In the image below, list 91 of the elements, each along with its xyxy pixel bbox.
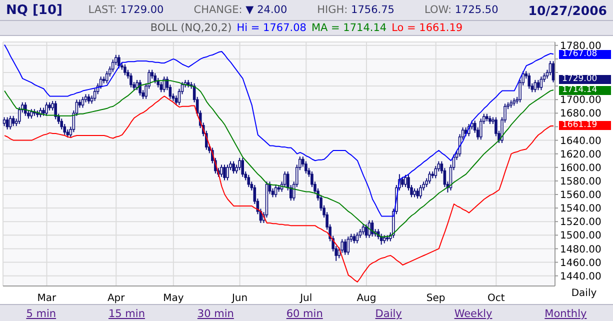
y-tick-label: 1520.00: [560, 217, 602, 228]
x-tick-label: Apr: [107, 293, 126, 304]
y-tick-label: 1620.00: [560, 149, 602, 160]
candlestick: [479, 118, 482, 140]
candlestick: [434, 166, 438, 179]
candlestick: [154, 72, 157, 84]
candlestick: [380, 233, 383, 246]
candlestick: [54, 100, 57, 120]
candlestick: [356, 232, 359, 244]
candlestick: [220, 164, 223, 178]
x-tick-label: Jun: [230, 293, 248, 304]
text: 5 min: [26, 308, 56, 320]
x-tick-label: Jul: [299, 293, 312, 304]
candlestick: [540, 76, 543, 91]
candlestick: [528, 72, 531, 90]
candlestick: [352, 233, 356, 244]
y-tick-label: 1440.00: [560, 271, 602, 282]
candlestick: [45, 102, 48, 116]
candlestick: [160, 81, 163, 93]
candlestick: [344, 238, 347, 256]
candlestick: [6, 116, 9, 130]
legend-title: BOLL (NQ,20,2): [150, 22, 232, 34]
candlestick: [223, 164, 226, 181]
candlestick: [105, 70, 108, 84]
candlestick: [428, 170, 432, 184]
text: Lo = 1661.19: [392, 22, 463, 34]
candlestick: [24, 102, 27, 116]
text: 15 min: [108, 308, 145, 320]
candlestick: [12, 115, 15, 127]
text: Weekly: [454, 308, 492, 320]
candlestick: [18, 106, 21, 125]
y-tick-label: 1700.00: [560, 95, 602, 106]
candlestick: [30, 108, 33, 120]
y-tick-label: 1580.00: [560, 176, 602, 188]
candlestick: [536, 79, 540, 91]
y-tick-label: 1680.00: [560, 108, 602, 120]
candlestick: [419, 184, 422, 200]
candlestick: [401, 176, 404, 188]
y-tick-label: 1460.00: [560, 258, 602, 269]
candlestick: [304, 160, 308, 174]
x-tick-label: Aug: [356, 293, 376, 304]
candlestick: [118, 54, 120, 69]
candlestick: [81, 96, 84, 108]
candlestick: [552, 60, 555, 83]
candlestick: [87, 94, 90, 104]
candlestick: [226, 164, 229, 181]
candlestick: [138, 79, 142, 96]
y-tick-label: 1500.00: [560, 230, 602, 242]
y-tick-label: 1640.00: [560, 136, 602, 147]
line-series: [4, 96, 554, 282]
candlestick: [156, 77, 160, 88]
candlestick: [534, 79, 537, 93]
text: 1767.08: [559, 48, 611, 59]
text: 60 min: [286, 308, 323, 320]
candlestick: [247, 174, 250, 188]
text: Monthly: [544, 308, 587, 320]
candlestick: [238, 157, 241, 171]
x-tick-label: Mar: [37, 293, 58, 304]
y-tick-label: 1540.00: [560, 204, 602, 215]
candlestick: [8, 115, 12, 130]
text: MA = 1714.14: [311, 22, 387, 34]
chart-title: NQ [10]: [6, 2, 64, 18]
x-tick-label: Oct: [488, 293, 505, 304]
candlestick: [130, 72, 132, 88]
text: LAST: 1729.00: [88, 4, 164, 16]
candlestick: [111, 59, 114, 72]
x-tick-label: Sep: [426, 293, 446, 304]
candlestick: [404, 174, 407, 188]
text: Daily: [375, 308, 402, 320]
text: HIGH: 1756.75: [317, 4, 394, 16]
text: 30 min: [197, 308, 234, 320]
candlestick: [136, 79, 138, 91]
text: Daily: [570, 288, 598, 299]
text: 10/27/2006: [528, 2, 607, 18]
text: 1661.19: [559, 120, 611, 130]
candlestick: [241, 157, 244, 178]
text: Hi = 1767.08: [236, 22, 306, 34]
candlestick: [362, 224, 365, 235]
y-tick-label: 1480.00: [560, 244, 602, 256]
text: 1729.00: [559, 74, 611, 84]
text: CHANGE: ▼ 24.00: [194, 4, 288, 16]
candlestick: [416, 188, 419, 200]
line-series: [4, 44, 554, 217]
candlestick: [124, 64, 126, 76]
x-tick-label: May: [163, 293, 184, 304]
y-tick-label: 1560.00: [560, 190, 602, 202]
y-tick-label: 1600.00: [560, 162, 602, 174]
text: 1714.14: [559, 84, 611, 95]
candlestick: [232, 160, 235, 174]
text: LOW: 1725.50: [424, 4, 498, 16]
candlestick: [274, 184, 278, 198]
